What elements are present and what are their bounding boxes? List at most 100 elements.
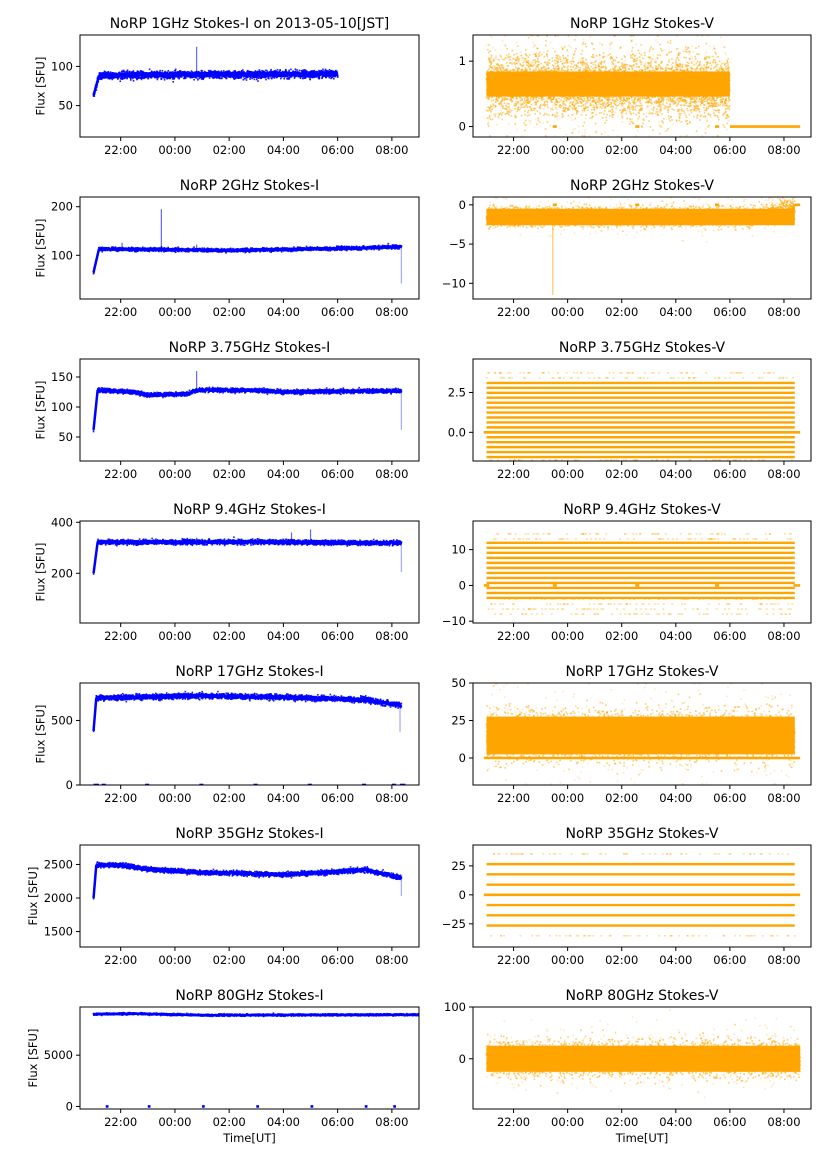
data-point (538, 54, 541, 57)
data-point (115, 72, 117, 75)
data-point (547, 89, 550, 92)
data-point (494, 92, 496, 95)
data-point (570, 66, 572, 68)
data-point (489, 114, 491, 117)
data-point (537, 100, 539, 103)
data-point (562, 88, 565, 91)
data-point (534, 79, 537, 82)
data-point (242, 72, 244, 74)
data-point (511, 74, 513, 77)
data-point (305, 69, 307, 72)
data-point (517, 71, 520, 74)
data-point (493, 104, 495, 107)
data-point (516, 57, 518, 59)
data-point (196, 74, 199, 77)
data-point (565, 83, 568, 85)
data-point (522, 75, 525, 78)
data-point (132, 71, 135, 74)
data-point (304, 69, 306, 71)
data-point (529, 87, 531, 90)
data-point (525, 124, 527, 126)
data-point (488, 51, 490, 54)
subplot-title: NoRP 1GHz Stokes-I on 2013-05-10[JST] (110, 16, 390, 32)
data-point (565, 75, 568, 78)
data-point (522, 79, 525, 82)
data-point (567, 82, 570, 84)
data-point (139, 77, 142, 79)
data-point (508, 110, 510, 113)
data-point (500, 70, 503, 72)
data-point (555, 116, 557, 118)
data-point (555, 54, 558, 56)
data-point (530, 107, 533, 110)
data-point (263, 76, 265, 79)
data-point (575, 94, 577, 96)
data-point (562, 56, 565, 59)
data-point (166, 71, 169, 74)
data-point (128, 73, 131, 76)
data-point (535, 103, 538, 106)
data-point (238, 77, 241, 79)
data-point (486, 93, 489, 96)
data-point (559, 77, 562, 79)
data-point (523, 90, 525, 92)
data-point (539, 84, 542, 87)
data-point (534, 60, 537, 63)
data-point (570, 92, 572, 94)
data-point (494, 66, 496, 69)
x-tick-label: 04:00 (267, 143, 300, 157)
data-point (151, 73, 153, 75)
data-point (537, 53, 540, 55)
data-point (104, 72, 107, 74)
data-point (524, 83, 526, 86)
data-point (530, 63, 532, 66)
data-point (513, 54, 515, 56)
data-point (526, 102, 528, 104)
data-point (511, 95, 513, 97)
data-point (531, 82, 534, 85)
data-point (544, 105, 546, 107)
data-point (523, 92, 525, 94)
data-point (536, 47, 539, 50)
data-point (545, 113, 548, 116)
data-point (511, 62, 514, 65)
data-point (162, 76, 164, 79)
data-point (126, 77, 129, 79)
data-point (555, 78, 558, 81)
data-point (556, 71, 559, 74)
data-point (543, 74, 546, 76)
data-point (523, 78, 525, 81)
data-point (529, 73, 531, 76)
data-point (560, 99, 562, 101)
data-point (557, 82, 559, 85)
data-point (507, 103, 510, 105)
data-point (546, 100, 548, 103)
data-point (551, 57, 553, 60)
data-point (488, 96, 491, 98)
data-point (537, 95, 539, 97)
data-point (522, 94, 524, 97)
data-point (514, 115, 516, 117)
data-point (541, 67, 543, 70)
data-point (538, 97, 540, 100)
data-point (501, 77, 503, 79)
data-point (498, 103, 501, 105)
data-point (501, 118, 504, 121)
data-point (540, 84, 543, 87)
data-point (322, 76, 324, 78)
data-point (521, 70, 523, 73)
data-point (575, 80, 577, 82)
data-point (503, 72, 505, 74)
data-point (559, 106, 562, 109)
data-point (535, 67, 537, 70)
data-point (571, 80, 574, 82)
data-point (507, 85, 510, 87)
data-point (485, 77, 488, 80)
data-point (135, 76, 137, 78)
data-point (503, 99, 505, 101)
data-point (502, 76, 505, 78)
data-point (509, 59, 511, 61)
data-point (545, 83, 548, 86)
data-point (189, 71, 192, 74)
data-point (533, 69, 535, 72)
